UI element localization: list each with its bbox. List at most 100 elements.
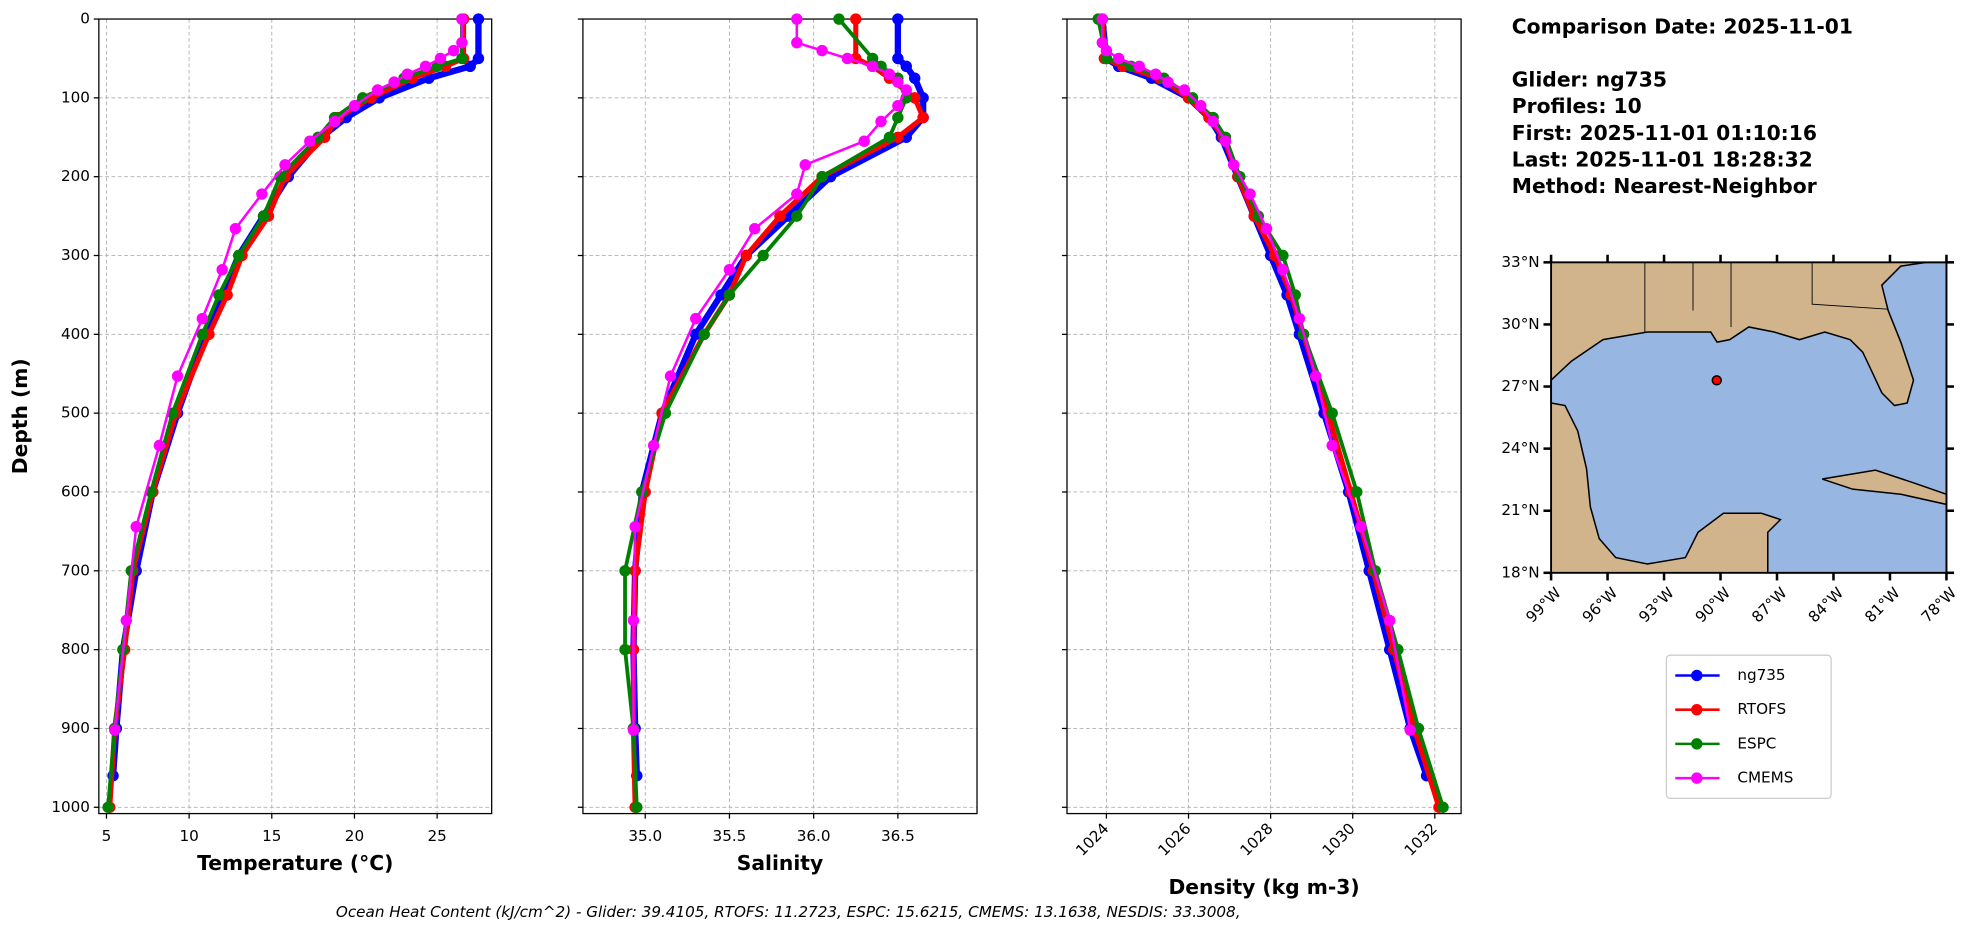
profile-point: [1326, 407, 1338, 419]
info-line: Last: 2025-11-01 18:28:32: [1512, 147, 1813, 171]
profile-point: [1244, 188, 1256, 200]
profile-line: [630, 19, 927, 776]
plot-frame: [1066, 18, 1462, 815]
footer: Ocean Heat Content (kJ/cm^2) - Glider: 3…: [336, 903, 1241, 921]
x-tick-label: 1028: [1237, 820, 1277, 860]
profile-point: [1100, 52, 1113, 65]
x-tick-label: 36.5: [881, 827, 915, 845]
profile-point: [456, 52, 468, 65]
profile-point: [892, 52, 904, 65]
profile-point: [1310, 370, 1322, 382]
profile-point: [447, 44, 460, 57]
borders: [1644, 262, 1889, 333]
profile-point: [472, 52, 485, 65]
profile-point: [900, 84, 912, 96]
y-tick-label: 800: [61, 640, 90, 658]
info-line: First: 2025-11-01 01:10:16: [1512, 121, 1817, 145]
profile-point: [257, 210, 270, 222]
profile-point: [120, 614, 132, 627]
info-line: Profiles: 10: [1512, 94, 1642, 118]
lat-label: 30°N: [1501, 315, 1539, 333]
profile-point: [1227, 159, 1240, 171]
x-tick-label: 10: [179, 827, 198, 845]
profile-point: [627, 614, 640, 627]
profile-point: [833, 13, 845, 25]
profile-point: [917, 111, 929, 124]
profile-point: [892, 131, 904, 143]
profile-point: [892, 76, 904, 88]
profile-point: [348, 100, 361, 112]
profile-point: [1437, 801, 1449, 813]
profile-point: [715, 289, 727, 301]
profile-point: [145, 486, 157, 498]
legend-marker: [1691, 738, 1703, 750]
profile-point: [850, 13, 862, 25]
profile-point: [401, 68, 414, 80]
profile-point: [229, 223, 242, 235]
profile-point: [664, 370, 677, 382]
ocean: [1550, 261, 1948, 574]
profile-point: [1355, 520, 1367, 533]
lon-label: 96°W: [1579, 584, 1621, 626]
profile-point: [1383, 614, 1396, 627]
lon-label: 93°W: [1635, 584, 1677, 626]
x-tick-label: 35.5: [713, 827, 747, 845]
profile-point: [858, 135, 870, 147]
profile-point: [1100, 44, 1113, 57]
profile-point: [388, 76, 400, 88]
lat-label: 21°N: [1501, 501, 1539, 519]
y-tick-label: 600: [61, 482, 90, 500]
glider-location: [1711, 375, 1722, 386]
profile-line: [113, 19, 464, 731]
x-tick-label: 1032: [1401, 820, 1441, 860]
profile-point: [740, 249, 752, 262]
legend-label: RTOFS: [1737, 700, 1786, 718]
lon-label: 99°W: [1522, 584, 1564, 626]
plot-frame: [98, 18, 493, 815]
y-tick-label: 0: [80, 10, 90, 28]
profile-point: [1195, 100, 1207, 112]
profile-point: [171, 370, 184, 382]
profile-point: [791, 188, 803, 200]
profile-point: [1277, 249, 1289, 262]
profile-point: [196, 328, 209, 341]
profile-point: [221, 289, 233, 301]
profile-point: [456, 13, 468, 25]
x-axis-label: Temperature (°C): [197, 851, 393, 875]
profile-point: [130, 520, 142, 533]
profile-point: [909, 92, 921, 104]
profile-point: [627, 724, 640, 736]
plot-frame: [582, 18, 978, 815]
profile-point: [791, 13, 803, 25]
profile-point: [328, 115, 341, 128]
y-tick-label: 400: [61, 325, 90, 343]
map-base: [1550, 261, 1948, 574]
profile-point: [434, 52, 447, 65]
profile-point: [619, 643, 631, 656]
legend: ng735 RTOFS ESPC CMEMS: [1665, 654, 1832, 800]
legend-label: ESPC: [1737, 734, 1776, 752]
profile-point: [1219, 135, 1232, 147]
profile-point: [1293, 312, 1306, 325]
info-line: Method: Nearest-Neighbor: [1512, 174, 1817, 198]
profile-point: [816, 44, 828, 57]
profile-point: [102, 801, 114, 813]
y-tick-label: 700: [61, 561, 90, 579]
profile-line: [109, 19, 482, 776]
lon-label: 78°W: [1918, 584, 1960, 626]
profile-point: [749, 223, 761, 235]
profile-point: [1404, 724, 1416, 736]
profile-point: [256, 188, 268, 200]
x-tick-label: 36.0: [797, 827, 831, 845]
x-tick-label: 25: [427, 827, 446, 845]
lat-label: 18°N: [1501, 563, 1539, 581]
profile-point: [629, 520, 641, 533]
profile-point: [909, 72, 921, 84]
x-tick-label: 15: [262, 827, 281, 845]
lon-label: 84°W: [1805, 584, 1847, 626]
lat-label: 33°N: [1501, 253, 1539, 271]
y-tick-label: 1000: [51, 798, 90, 816]
profile-point: [1162, 76, 1174, 88]
